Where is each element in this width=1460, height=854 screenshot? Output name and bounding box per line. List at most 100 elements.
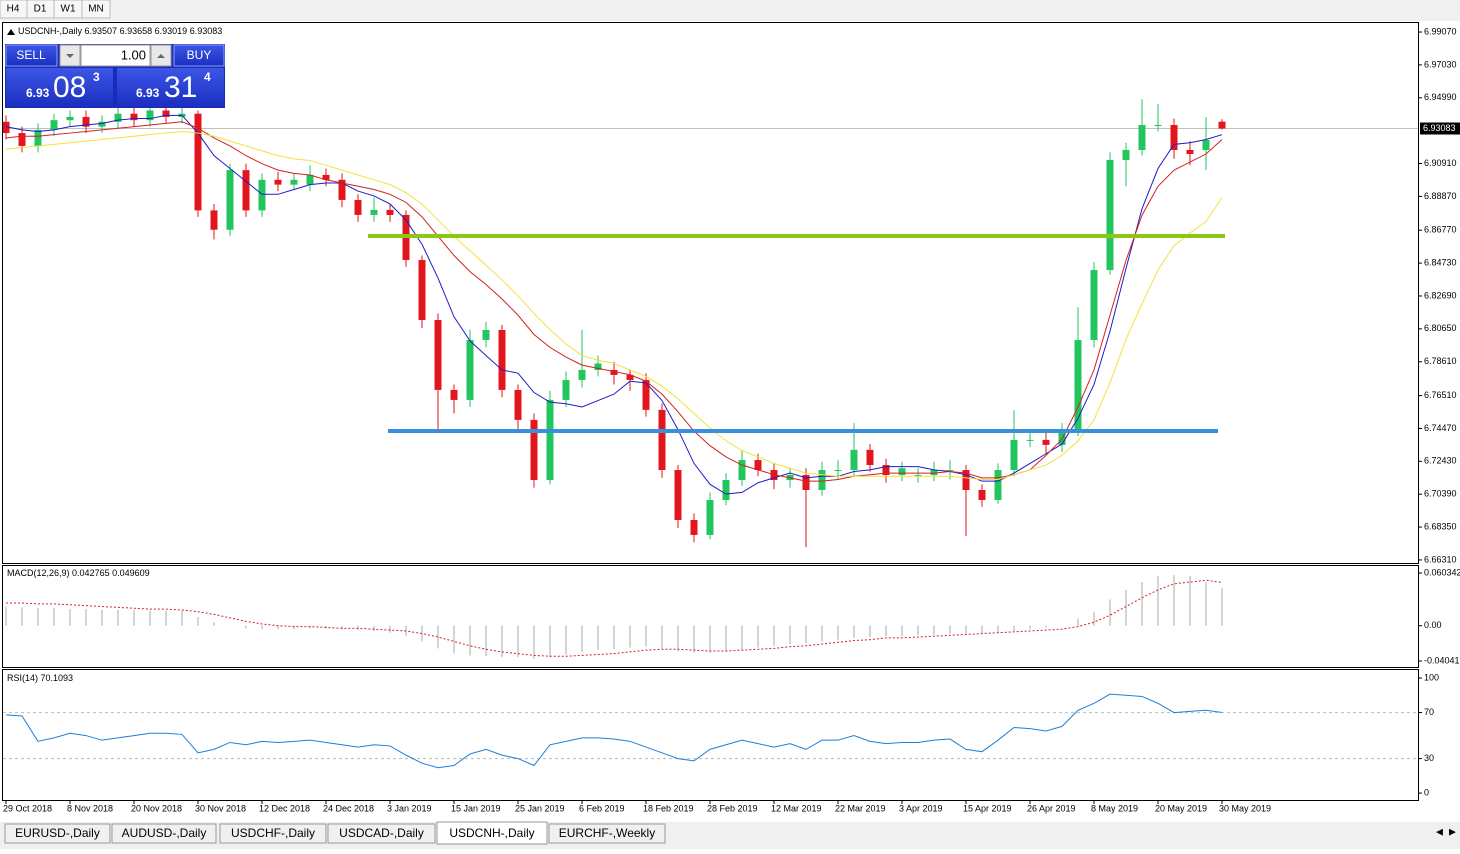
x-tick-label: 3 Apr 2019	[899, 803, 943, 813]
y-tick-label: 6.99070	[1424, 26, 1457, 36]
trade-panel: SELL 1.00 BUY 6.93 08 3 6.93 31 4	[5, 44, 225, 108]
candle-body	[194, 113, 202, 211]
x-tick-label: 29 Oct 2018	[3, 803, 52, 813]
macd-signal	[6, 579, 1223, 657]
x-tick-label: 26 Apr 2019	[1027, 803, 1076, 813]
candle-body	[866, 449, 874, 466]
symbol-tab[interactable]	[436, 821, 548, 845]
y-tick-label: 6.76510	[1424, 390, 1457, 400]
y-tick-label: 6.70390	[1424, 489, 1457, 499]
x-tick-label: 22 Mar 2019	[835, 803, 886, 813]
symbol-tab-label[interactable]: EURUSD-,Daily	[15, 826, 100, 840]
candle-body	[722, 480, 730, 500]
candle-body	[1202, 139, 1210, 150]
ask-box[interactable]	[117, 68, 224, 107]
y-tick-label: 6.68350	[1424, 521, 1457, 531]
symbol-tab[interactable]	[327, 823, 436, 844]
x-tick-label: 12 Mar 2019	[771, 803, 822, 813]
lot-input[interactable]	[80, 44, 151, 67]
tab-label[interactable]: W1	[61, 4, 76, 15]
price-pane	[2, 22, 1419, 564]
buy-button[interactable]	[173, 44, 225, 67]
symbol-tab-label[interactable]: USDCHF-,Daily	[231, 826, 315, 840]
bid-box[interactable]	[6, 68, 113, 107]
candle-body	[946, 470, 954, 472]
x-tick-label: 8 Nov 2018	[67, 803, 113, 813]
x-tick-label: 3 Jan 2019	[387, 803, 432, 813]
symbol-tab-label[interactable]: EURCHF-,Weekly	[559, 826, 655, 840]
candle-body	[274, 179, 282, 185]
candle-body	[1170, 125, 1178, 150]
candle-body	[322, 174, 330, 180]
symbol-tab[interactable]	[219, 823, 327, 844]
ask-pips: 31	[164, 71, 197, 104]
tab-label[interactable]: D1	[34, 4, 47, 15]
candle-body	[34, 129, 42, 146]
ask-fraction: 4	[204, 70, 211, 84]
symbol-tab[interactable]	[4, 823, 111, 844]
candle-body	[610, 369, 618, 375]
open: 6.93507	[85, 26, 118, 36]
candle-body	[1090, 270, 1098, 340]
scroll-left[interactable]: ◀	[1436, 826, 1443, 836]
macd-plot	[5, 575, 1223, 659]
symbol-tab-label[interactable]: USDCNH-,Daily	[449, 826, 534, 840]
candle-body	[130, 113, 138, 121]
candle-body	[626, 374, 634, 380]
candle-body	[962, 470, 970, 491]
candle-body	[754, 460, 762, 471]
candle-body	[146, 110, 154, 121]
candle-body	[642, 379, 650, 410]
tab-label[interactable]: H4	[7, 4, 20, 15]
candle-body	[1122, 149, 1130, 160]
sell-button[interactable]	[5, 44, 58, 67]
candle-body	[930, 470, 938, 476]
candle-body	[290, 179, 298, 185]
tab-label[interactable]: MN	[88, 4, 104, 15]
candle-body	[850, 449, 858, 471]
candle-body	[370, 209, 378, 215]
macd-value: 0.042765	[72, 568, 110, 578]
candle-body	[818, 470, 826, 491]
scroll-right[interactable]: ▶	[1449, 826, 1456, 836]
candle-body	[834, 470, 842, 472]
x-tick-label: 30 May 2019	[1219, 803, 1271, 813]
candle-body	[562, 379, 570, 400]
candle-body	[1074, 339, 1082, 430]
y-tick-label: 6.90910	[1424, 158, 1457, 168]
candle-body	[914, 475, 922, 477]
close: 6.93083	[190, 26, 223, 36]
rsi-line	[5, 693, 1223, 769]
x-tick-label: 28 Feb 2019	[707, 803, 758, 813]
candle-body	[1042, 439, 1050, 445]
candle-body	[482, 329, 490, 340]
sell-label[interactable]: SELL	[16, 48, 46, 62]
lot-value[interactable]: 1.00	[121, 47, 146, 62]
candle-body	[498, 329, 506, 390]
y-tick-label: 6.94990	[1424, 92, 1457, 102]
y-tick-label: 6.74470	[1424, 423, 1457, 433]
candle-body	[882, 465, 890, 476]
timeframe-tabs: H4 D1 W1 MN	[0, 0, 111, 19]
candle-body	[82, 116, 90, 127]
x-tick-label: 18 Feb 2019	[643, 803, 694, 813]
symbol-tab[interactable]	[111, 823, 217, 844]
tab-mn[interactable]	[81, 0, 111, 19]
symbol-tab-label[interactable]: AUDUSD-,Daily	[122, 826, 207, 840]
candle-body	[50, 120, 58, 130]
axes: 6.99070 6.97030 6.94990 6.90910 6.88870 6.867…	[3, 26, 1460, 813]
symbol-tab-label[interactable]: USDCAD-,Daily	[339, 826, 424, 840]
candle-body	[514, 389, 522, 420]
candle-body	[338, 179, 346, 200]
candle-body	[594, 363, 602, 370]
collapse-icon[interactable]	[7, 29, 15, 35]
y-tick-label: 6.86770	[1424, 225, 1457, 235]
moving-average	[5, 114, 1223, 495]
candle-body	[1058, 429, 1066, 445]
buy-label[interactable]: BUY	[187, 48, 212, 62]
symbol-tab[interactable]	[548, 823, 666, 844]
arrow	[66, 54, 74, 58]
candle-body	[450, 389, 458, 400]
candle-body	[1154, 125, 1162, 127]
candle-body	[658, 409, 666, 471]
